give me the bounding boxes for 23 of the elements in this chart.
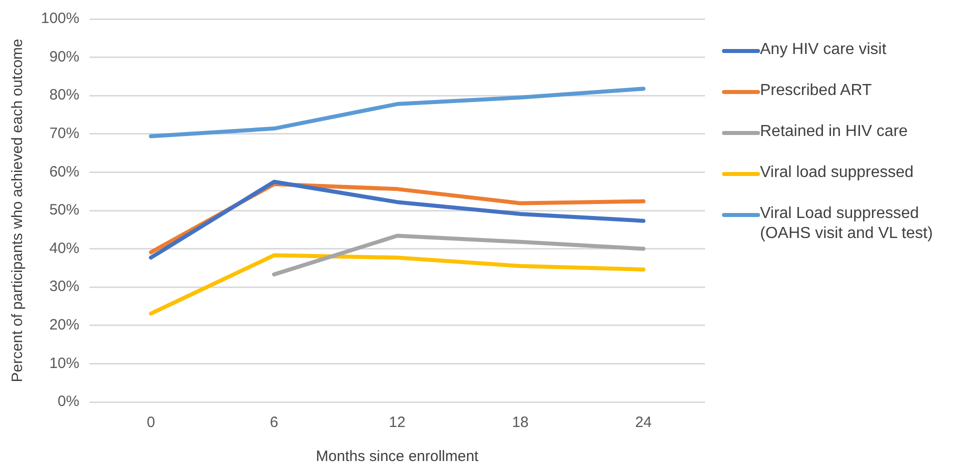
- legend-label: Any HIV care visit: [760, 40, 886, 60]
- x-axis-title: Months since enrollment: [316, 448, 480, 466]
- x-tick-label: 0: [146, 414, 156, 432]
- y-tick-label: 90%: [49, 48, 80, 66]
- y-axis-title: Percent of participants who achieved each outcome: [9, 38, 26, 382]
- x-tick-label: 6: [270, 414, 278, 432]
- x-tick-label: 24: [635, 414, 652, 432]
- y-tick-label: 20%: [49, 316, 80, 334]
- legend-label: Viral Load suppressed (OAHS visit and VL test): [760, 204, 934, 244]
- y-tick-label: 80%: [49, 86, 80, 104]
- y-tick-label: 10%: [49, 354, 80, 372]
- legend-label: Prescribed ART: [760, 81, 872, 101]
- y-tick-label: 0%: [58, 393, 80, 410]
- y-tick-label: 70%: [49, 125, 80, 142]
- y-tick-label: 100%: [40, 10, 80, 28]
- legend-label: Retained in HIV care: [760, 122, 908, 142]
- y-tick-label: 30%: [49, 278, 80, 296]
- y-tick-label: 60%: [49, 163, 80, 180]
- legend-label: Viral load suppressed: [760, 163, 914, 183]
- y-tick-label: 40%: [49, 240, 80, 257]
- x-tick-label: 18: [512, 414, 529, 432]
- y-tick-label: 50%: [49, 202, 80, 219]
- x-tick-label: 12: [388, 414, 406, 432]
